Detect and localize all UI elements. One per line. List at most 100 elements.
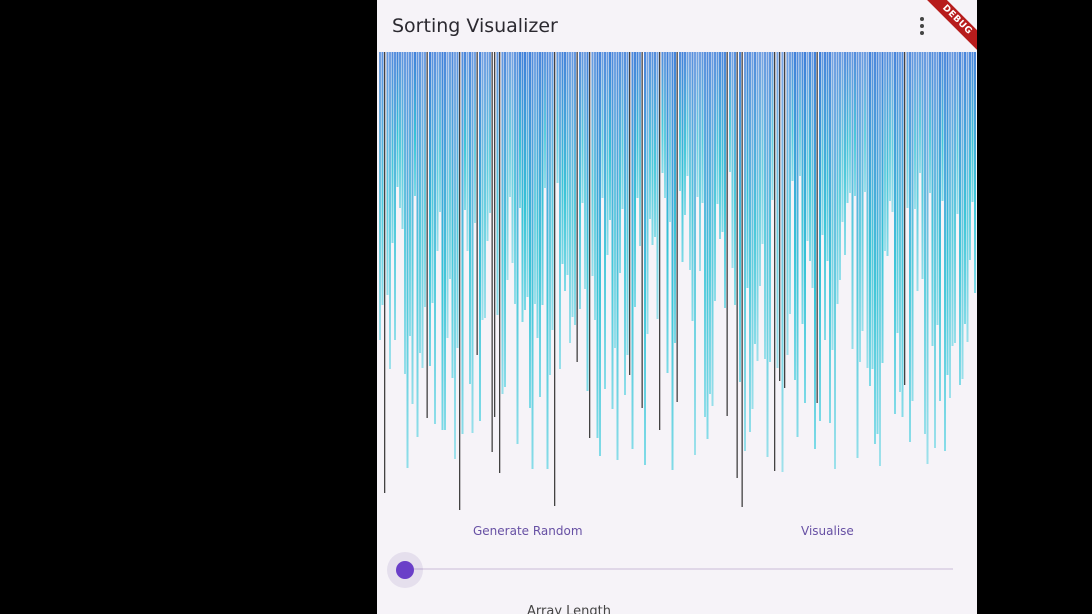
array-bar	[409, 52, 411, 336]
array-bar	[859, 52, 861, 362]
array-bar	[714, 52, 716, 301]
more-options-button[interactable]	[912, 12, 932, 40]
array-bar	[941, 52, 944, 201]
app-bar: Sorting Visualizer DEBUG	[377, 0, 977, 61]
slider-thumb[interactable]	[396, 561, 414, 579]
array-bar	[846, 52, 849, 203]
array-bar	[899, 52, 901, 392]
array-bar	[556, 52, 559, 183]
array-bar	[564, 52, 566, 291]
array-bar	[699, 52, 701, 271]
array-bar	[546, 52, 549, 469]
array-bar	[406, 52, 409, 468]
array-bar	[741, 52, 743, 507]
array-bar	[514, 52, 516, 304]
array-bar	[414, 52, 416, 196]
array-bar	[969, 52, 971, 260]
array-bar	[864, 52, 866, 192]
array-bar	[829, 52, 831, 423]
array-bar	[444, 52, 446, 430]
array-length-slider[interactable]	[387, 550, 957, 590]
array-bar	[789, 52, 791, 314]
array-bar	[436, 52, 439, 251]
array-bar	[571, 52, 574, 317]
array-bar	[739, 52, 741, 382]
array-bar	[586, 52, 589, 391]
array-bar	[671, 52, 674, 470]
app-window: Sorting Visualizer DEBUG Generate Random…	[377, 0, 977, 614]
array-bar	[869, 52, 871, 386]
array-bar	[649, 52, 651, 219]
array-bar	[419, 52, 421, 353]
array-bar	[751, 52, 754, 409]
array-bar	[599, 52, 601, 456]
array-bar	[449, 52, 451, 279]
array-bar	[734, 52, 736, 305]
array-bar	[781, 52, 784, 472]
array-bar	[706, 52, 709, 439]
slider-label: Array Length	[527, 604, 611, 614]
array-bar	[719, 52, 721, 239]
array-bar	[709, 52, 711, 394]
array-bar	[566, 52, 569, 275]
generate-random-button[interactable]: Generate Random	[473, 524, 583, 538]
array-bar	[816, 52, 818, 403]
array-bar	[616, 52, 619, 460]
array-bar	[544, 52, 546, 188]
array-bar	[824, 52, 826, 340]
array-bar	[551, 52, 554, 330]
array-bar	[516, 52, 519, 444]
array-bar	[426, 52, 428, 418]
array-bar	[854, 52, 856, 196]
array-bar	[874, 52, 876, 444]
array-bar	[474, 52, 476, 223]
array-bar	[796, 52, 799, 437]
array-bar	[901, 52, 904, 417]
array-bar	[966, 52, 969, 342]
array-bar	[744, 52, 746, 451]
array-bar	[446, 52, 449, 338]
array-bar	[536, 52, 539, 338]
array-bar	[614, 52, 616, 348]
array-bar	[429, 52, 431, 366]
array-bar	[484, 52, 486, 318]
array-bar	[956, 52, 959, 214]
array-bar	[621, 52, 624, 209]
array-bar	[704, 52, 706, 417]
array-bar	[476, 52, 478, 355]
array-bar	[764, 52, 766, 359]
array-bar	[759, 52, 761, 286]
array-bar	[884, 52, 886, 251]
array-bar	[609, 52, 611, 220]
array-bar	[504, 52, 506, 387]
array-bar	[684, 52, 686, 215]
array-bar	[761, 52, 764, 244]
array-bar	[916, 52, 919, 291]
array-bar	[836, 52, 839, 304]
array-bar	[696, 52, 699, 197]
array-bar	[871, 52, 874, 369]
array-bar	[501, 52, 504, 394]
array-bar	[849, 52, 851, 193]
array-bar	[554, 52, 556, 506]
array-bar	[664, 52, 666, 198]
slider-track[interactable]	[405, 568, 953, 570]
array-bar	[819, 52, 821, 421]
visualise-button[interactable]: Visualise	[801, 524, 854, 538]
array-bar	[794, 52, 796, 380]
array-bar	[424, 52, 426, 307]
array-bar	[774, 52, 776, 471]
array-bar	[904, 52, 906, 385]
array-bar	[896, 52, 899, 333]
array-bar	[754, 52, 756, 344]
array-bar	[384, 52, 386, 493]
array-bar	[851, 52, 854, 349]
array-bar	[919, 52, 921, 173]
array-bar	[961, 52, 964, 379]
array-bar	[726, 52, 728, 416]
array-bar	[729, 52, 731, 172]
array-bar	[661, 52, 664, 173]
array-bar	[589, 52, 591, 438]
array-bar	[579, 52, 581, 309]
array-bar	[711, 52, 714, 406]
